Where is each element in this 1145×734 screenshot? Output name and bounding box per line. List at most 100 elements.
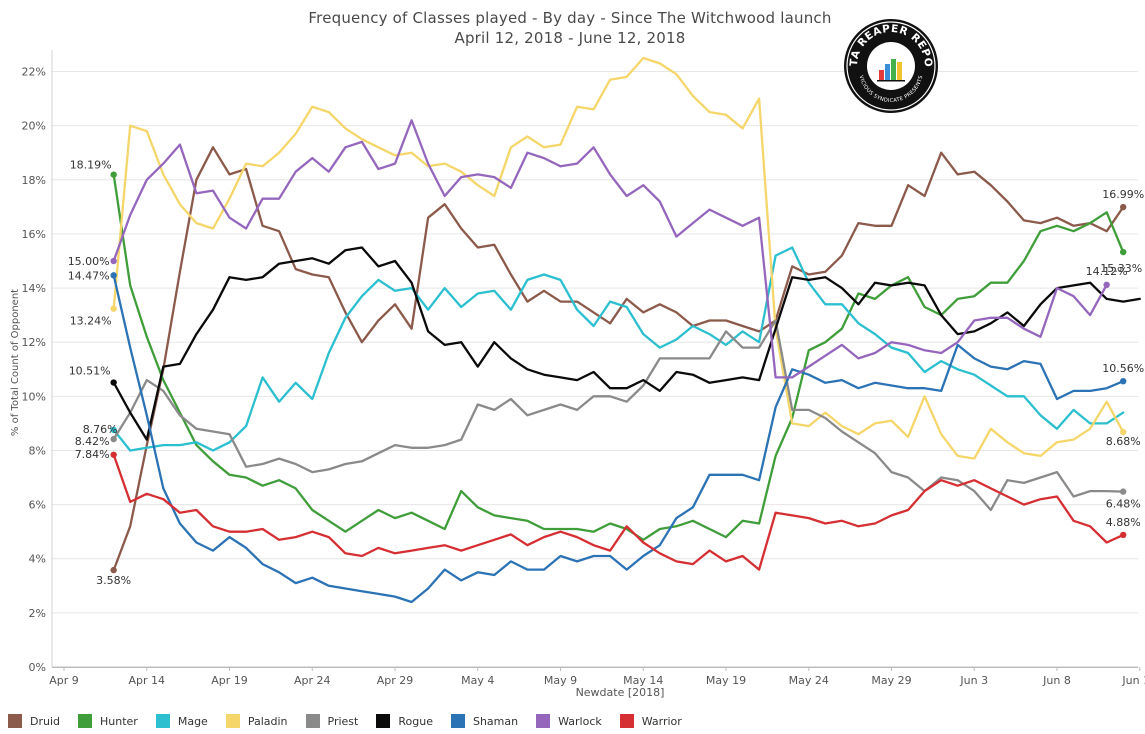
x-tick-label: May 24 bbox=[789, 674, 829, 687]
chart-subtitle: April 12, 2018 - June 12, 2018 bbox=[454, 29, 686, 47]
legend-label-rogue: Rogue bbox=[398, 714, 433, 728]
series-line-hunter bbox=[112, 173, 1125, 541]
series-line-warrior bbox=[112, 453, 1125, 571]
start-label-paladin: 13.24% bbox=[70, 315, 112, 328]
legend-item-hunter: Hunter bbox=[78, 714, 138, 728]
x-tick-label: Apr 24 bbox=[294, 674, 331, 687]
y-tick-label: 14% bbox=[22, 282, 46, 295]
series-line-warlock bbox=[112, 119, 1108, 379]
x-tick-label: Apr 19 bbox=[211, 674, 248, 687]
legend-swatch-warrior bbox=[619, 714, 634, 728]
start-label-warrior: 7.84% bbox=[75, 448, 110, 461]
x-tick-label: Apr 29 bbox=[377, 674, 414, 687]
start-label-mage: 8.76% bbox=[83, 423, 118, 436]
bar-chart-icon bbox=[877, 59, 905, 82]
end-label-warlock: 14.12% bbox=[1086, 265, 1128, 278]
legend-item-warrior: Warrior bbox=[619, 714, 682, 728]
end-marker-hunter bbox=[1120, 248, 1127, 256]
legend-item-warlock: Warlock bbox=[536, 714, 602, 728]
series-line-druid bbox=[112, 146, 1125, 572]
end-marker-warlock bbox=[1103, 281, 1110, 289]
legend-label-shaman: Shaman bbox=[472, 714, 519, 728]
start-marker-priest bbox=[110, 435, 117, 443]
end-label-hunter: 15.33% bbox=[1100, 262, 1142, 275]
y-tick-label: 20% bbox=[22, 120, 46, 133]
y-tick-label: 12% bbox=[22, 336, 46, 349]
start-marker-warlock bbox=[110, 257, 117, 265]
y-tick-label: 8% bbox=[29, 444, 46, 457]
legend-label-warrior: Warrior bbox=[641, 714, 682, 728]
legend-item-rogue: Rogue bbox=[376, 714, 433, 728]
start-marker-mage bbox=[110, 426, 117, 434]
legend-swatch-hunter bbox=[78, 714, 93, 728]
start-marker-druid bbox=[110, 566, 117, 574]
series-line-paladin bbox=[112, 56, 1125, 460]
end-label-paladin: 8.68% bbox=[1106, 435, 1141, 448]
end-label-shaman: 10.56% bbox=[1102, 362, 1144, 375]
legend-swatch-mage bbox=[155, 714, 170, 728]
start-marker-warrior bbox=[110, 451, 117, 458]
y-tick-label: 16% bbox=[22, 228, 46, 241]
start-marker-shaman bbox=[110, 272, 117, 279]
badge-ring bbox=[846, 21, 936, 111]
start-label-shaman: 14.47% bbox=[68, 269, 110, 282]
start-label-hunter: 18.19% bbox=[70, 159, 112, 172]
end-label-priest: 6.48% bbox=[1106, 498, 1141, 511]
legend-label-paladin: Paladin bbox=[247, 714, 288, 728]
legend-item-mage: Mage bbox=[155, 714, 208, 728]
start-marker-rogue bbox=[110, 379, 117, 386]
legend-swatch-paladin bbox=[225, 714, 240, 728]
x-tick-label: May 19 bbox=[706, 674, 746, 687]
end-marker-priest bbox=[1120, 488, 1127, 495]
start-marker-paladin bbox=[110, 305, 117, 312]
y-tick-label: 6% bbox=[29, 499, 46, 512]
legend-label-priest: Priest bbox=[327, 714, 359, 728]
x-tick-label: Apr 14 bbox=[128, 674, 165, 687]
legend-label-hunter: Hunter bbox=[100, 714, 138, 728]
legend-item-shaman: Shaman bbox=[450, 714, 519, 728]
x-tick-label: Jun 13 bbox=[1121, 674, 1145, 687]
series-line-priest bbox=[112, 319, 1125, 512]
legend-label-druid: Druid bbox=[30, 714, 61, 728]
y-tick-label: 2% bbox=[29, 607, 46, 620]
legend-swatch-priest bbox=[305, 714, 320, 728]
legend-swatch-rogue bbox=[376, 714, 391, 728]
y-tick-label: 0% bbox=[29, 661, 46, 674]
x-tick-label: Jun 3 bbox=[959, 674, 988, 687]
legend-label-warlock: Warlock bbox=[558, 714, 602, 728]
y-axis-title: % of Total Count of Opponent bbox=[10, 289, 21, 436]
y-tick-label: 10% bbox=[22, 390, 46, 403]
x-tick-label: May 9 bbox=[544, 674, 577, 687]
end-marker-shaman bbox=[1120, 377, 1127, 385]
legend-item-paladin: Paladin bbox=[225, 714, 288, 728]
legend: Druid Hunter Mage Paladin Priest Rogue Shaman W… bbox=[8, 712, 700, 730]
y-tick-label: 22% bbox=[22, 66, 46, 79]
start-label-rogue: 10.51% bbox=[69, 365, 111, 378]
series-line-rogue bbox=[112, 246, 1141, 441]
start-label-warlock: 15.00% bbox=[68, 255, 110, 268]
series-line-shaman bbox=[112, 274, 1125, 604]
title-block: Frequency of Classes played - By day - S… bbox=[0, 8, 1140, 48]
end-marker-warrior bbox=[1120, 531, 1127, 539]
x-tick-label: May 29 bbox=[871, 674, 911, 687]
y-tick-label: 4% bbox=[29, 553, 46, 566]
legend-label-mage: Mage bbox=[177, 714, 208, 728]
x-tick-label: May 14 bbox=[623, 674, 663, 687]
x-tick-label: Jun 8 bbox=[1042, 674, 1071, 687]
legend-item-priest: Priest bbox=[305, 714, 359, 728]
end-label-druid: 16.99% bbox=[1102, 188, 1144, 201]
start-label-druid: 3.58% bbox=[96, 574, 131, 587]
chart-title: Frequency of Classes played - By day - S… bbox=[308, 9, 832, 27]
legend-item-druid: Druid bbox=[8, 714, 60, 728]
x-tick-label: May 4 bbox=[461, 674, 494, 687]
x-tick-label: Apr 9 bbox=[49, 674, 79, 687]
legend-swatch-druid bbox=[8, 714, 22, 728]
end-marker-paladin bbox=[1120, 428, 1127, 436]
legend-swatch-warlock bbox=[536, 714, 551, 728]
y-tick-label: 18% bbox=[22, 174, 46, 187]
legend-swatch-shaman bbox=[450, 714, 465, 728]
data-reaper-badge: DATA REAPER REPORT VICIOUS SYNDICATE PRE… bbox=[843, 18, 938, 113]
end-marker-druid bbox=[1120, 203, 1127, 211]
start-marker-hunter bbox=[110, 171, 117, 178]
